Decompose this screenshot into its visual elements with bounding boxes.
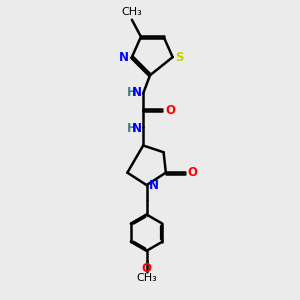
Text: H: H bbox=[127, 122, 137, 135]
Text: O: O bbox=[165, 104, 175, 117]
Text: H: H bbox=[127, 86, 137, 99]
Text: N: N bbox=[132, 86, 142, 99]
Text: N: N bbox=[132, 122, 142, 135]
Text: O: O bbox=[142, 262, 152, 275]
Text: CH₃: CH₃ bbox=[136, 273, 157, 284]
Text: N: N bbox=[149, 178, 159, 192]
Text: S: S bbox=[176, 51, 184, 64]
Text: CH₃: CH₃ bbox=[122, 7, 142, 17]
Text: N: N bbox=[119, 51, 129, 64]
Text: O: O bbox=[188, 166, 198, 179]
